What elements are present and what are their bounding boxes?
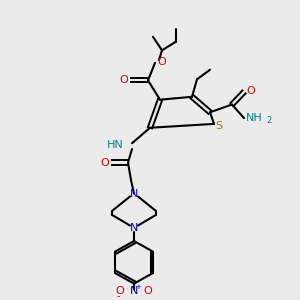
Text: N: N [130,224,138,233]
Text: O: O [158,57,166,67]
Text: O: O [144,286,152,296]
Text: N: N [130,189,138,199]
Text: S: S [215,121,223,131]
Text: O: O [247,86,255,96]
Text: O: O [120,75,128,85]
Text: NH: NH [246,113,262,123]
Text: O: O [116,286,124,296]
Text: O: O [100,158,109,168]
Text: N: N [130,286,138,296]
Text: HN: HN [107,140,124,150]
Text: +: + [135,284,141,290]
Text: 2: 2 [266,116,272,124]
Text: -: - [116,291,120,300]
